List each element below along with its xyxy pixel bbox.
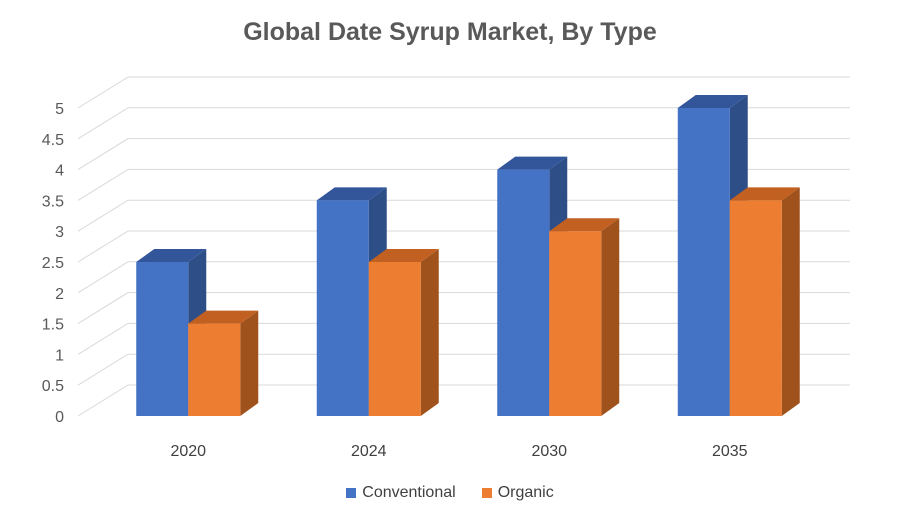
- x-tick-label-2030: 2030: [531, 443, 567, 460]
- y-tick-label-4.5: 4.5: [42, 132, 64, 149]
- bar-organic-2024: [368, 262, 421, 416]
- gridline-side-1.5: [77, 292, 129, 325]
- y-tick-label-2.5: 2.5: [42, 255, 64, 272]
- bar-conventional-2024-top: [316, 187, 387, 201]
- y-tick-label-4: 4: [55, 163, 64, 180]
- bar-conventional-2024: [316, 200, 369, 416]
- gridline-side-0: [77, 384, 129, 417]
- y-tick-label-1.5: 1.5: [42, 317, 64, 334]
- legend-item-organic: Organic: [481, 484, 554, 502]
- bar-organic-2035: [729, 200, 782, 416]
- gridline-side-2: [77, 261, 129, 294]
- bar-conventional-2030-top: [497, 156, 568, 170]
- gridline-side-3: [77, 199, 129, 232]
- bar-conventional-2020: [136, 262, 189, 416]
- chart-legend: Conventional Organic: [0, 484, 900, 502]
- bar-organic-2024-side: [420, 249, 439, 416]
- legend-swatch-conventional: [346, 488, 357, 498]
- legend-swatch-organic: [481, 488, 492, 498]
- bar-organic-2030: [549, 231, 602, 416]
- gridline-side-1: [77, 322, 129, 355]
- gridline-side-3.5: [77, 168, 129, 201]
- x-tick-label-2035: 2035: [712, 443, 748, 460]
- y-tick-label-0: 0: [55, 409, 64, 426]
- bar-conventional-2035-top: [677, 95, 748, 108]
- x-tick-label-2024: 2024: [351, 443, 387, 460]
- y-tick-label-3: 3: [55, 224, 64, 241]
- y-tick-label-2: 2: [55, 286, 64, 303]
- gridline-side-4: [77, 138, 129, 171]
- gridline-side-4.5: [77, 107, 129, 140]
- y-tick-label-5: 5: [55, 101, 64, 118]
- legend-label-conventional: Conventional: [362, 484, 456, 501]
- legend-item-conventional: Conventional: [346, 484, 456, 502]
- x-tick-label-2020: 2020: [170, 443, 206, 460]
- gridline-side-0.5: [77, 353, 129, 386]
- gridline-side-5: [77, 76, 129, 109]
- bar-organic-2030-top: [549, 218, 620, 232]
- bar-organic-2020-side: [240, 310, 259, 416]
- bar-organic-2020: [188, 323, 241, 416]
- gridline-side-2.5: [77, 230, 129, 263]
- chart-title: Global Date Syrup Market, By Type: [243, 18, 657, 46]
- y-tick-label-3.5: 3.5: [42, 193, 64, 210]
- bar-organic-2035-top: [729, 187, 800, 201]
- bar-conventional-2035: [677, 108, 730, 416]
- bar-conventional-2030: [497, 169, 550, 416]
- bar-organic-2024-top: [368, 249, 439, 262]
- bar-conventional-2020-top: [136, 249, 207, 262]
- legend-label-organic: Organic: [497, 484, 554, 501]
- bar-organic-2020-top: [188, 310, 259, 324]
- y-tick-label-1: 1: [55, 347, 64, 364]
- bar-organic-2030-side: [601, 218, 620, 416]
- y-tick-label-0.5: 0.5: [42, 378, 64, 395]
- bar-organic-2035-side: [781, 187, 800, 416]
